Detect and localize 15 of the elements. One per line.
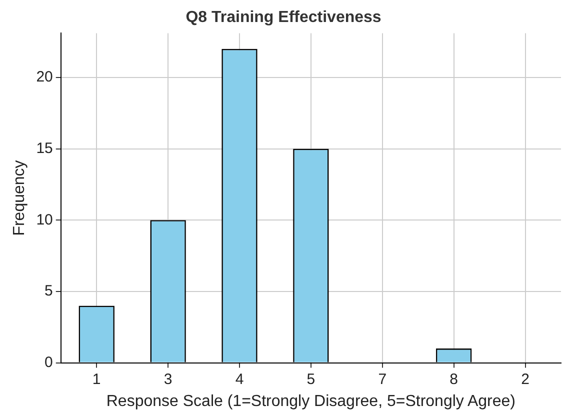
y-tick-label: 20: [36, 68, 53, 86]
x-tick-label: 3: [164, 370, 172, 388]
x-tick-label: 2: [521, 370, 530, 388]
chart-title: Q8 Training Effectiveness: [186, 9, 382, 26]
x-tick-label: 1: [92, 370, 101, 388]
y-tick-label: 5: [44, 282, 53, 300]
x-tick-label: 7: [378, 370, 387, 388]
x-tick-label: 8: [450, 370, 458, 388]
x-axis-title: Response Scale (1=Strongly Disagree, 5=Strongly Agree): [106, 392, 516, 410]
x-tick-label: 4: [235, 370, 244, 388]
y-axis-title: Frequency: [11, 160, 28, 236]
x-tick-label: 5: [306, 370, 316, 388]
y-tick-label: 0: [44, 354, 53, 371]
y-tick-label: 10: [36, 211, 53, 228]
y-tick-label: 15: [36, 140, 53, 157]
